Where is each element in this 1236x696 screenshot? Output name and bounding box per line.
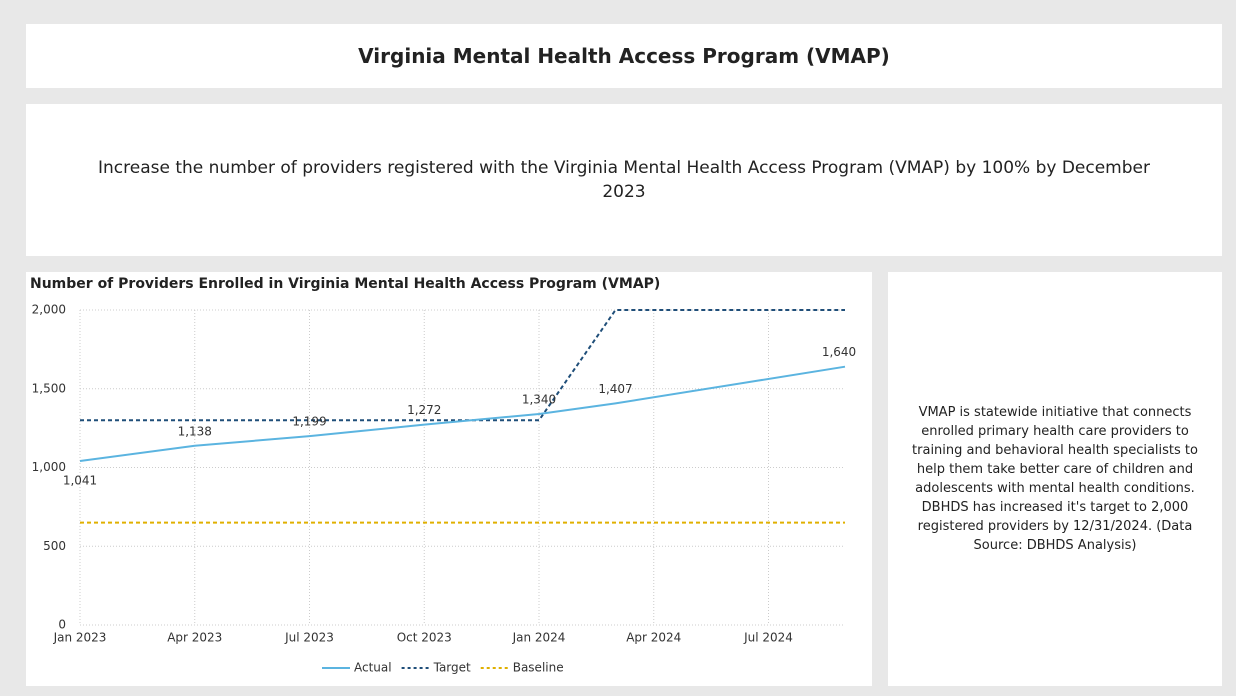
data-label: 1,407 [598, 382, 632, 396]
legend-label: Target [433, 661, 471, 675]
y-tick-label: 2,000 [32, 303, 66, 317]
series-line [80, 309, 845, 422]
data-label: 1,272 [407, 403, 441, 417]
data-label: 1,138 [178, 424, 212, 438]
y-tick-label: 1,500 [32, 381, 66, 395]
data-label: 1,340 [522, 392, 556, 406]
x-tick-label: Oct 2023 [397, 631, 452, 645]
series-line [79, 365, 846, 463]
data-label: 1,199 [292, 415, 326, 429]
data-label: 1,640 [822, 345, 856, 359]
title-panel: Virginia Mental Health Access Program (V… [26, 24, 1222, 88]
chart-title: Number of Providers Enrolled in Virginia… [30, 276, 660, 292]
page-title: Virginia Mental Health Access Program (V… [358, 44, 890, 68]
y-tick-label: 0 [58, 618, 66, 632]
chart: Number of Providers Enrolled in Virginia… [30, 276, 856, 675]
legend-label: Baseline [513, 661, 564, 675]
x-tick-label: Jan 2023 [53, 631, 107, 645]
description-text: VMAP is statewide initiative that connec… [912, 405, 1198, 553]
x-tick-label: Jan 2024 [512, 631, 566, 645]
goal-text: Increase the number of providers registe… [98, 158, 1150, 202]
data-label: 1,041 [63, 474, 97, 488]
y-tick-label: 500 [43, 539, 66, 553]
legend-label: Actual [354, 661, 392, 675]
x-tick-label: Apr 2024 [626, 631, 681, 645]
x-tick-label: Jul 2024 [743, 631, 793, 645]
description-panel: VMAP is statewide initiative that connec… [888, 272, 1222, 686]
x-tick-label: Apr 2023 [167, 631, 222, 645]
x-tick-label: Jul 2023 [284, 631, 334, 645]
chart-panel: Number of Providers Enrolled in Virginia… [26, 272, 872, 686]
goal-panel: Increase the number of providers registe… [26, 104, 1222, 256]
y-tick-label: 1,000 [32, 460, 66, 474]
